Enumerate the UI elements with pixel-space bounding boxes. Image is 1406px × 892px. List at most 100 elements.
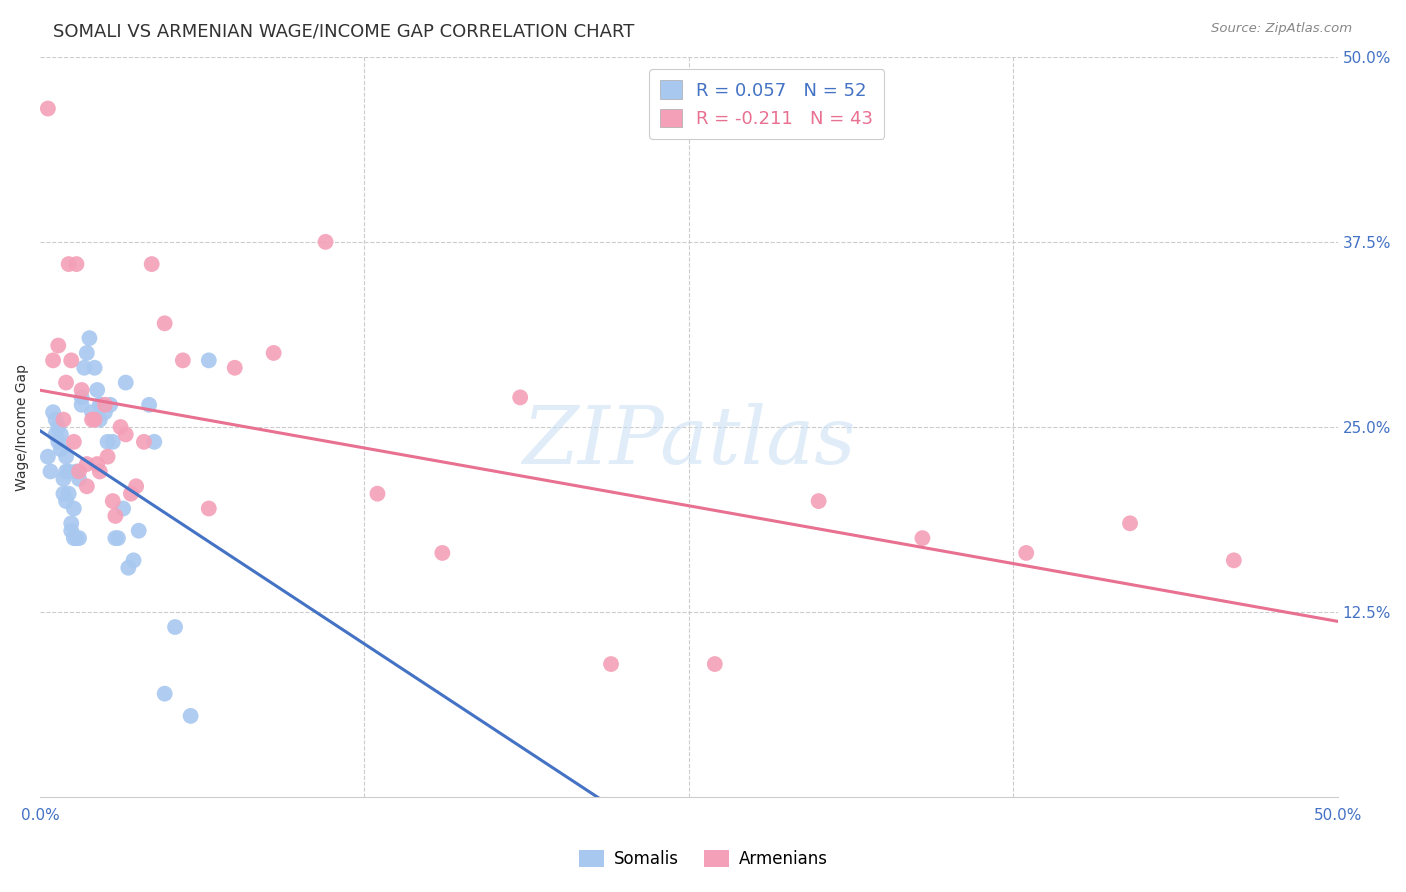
Point — [70, 383, 93, 397]
Text: SOMALI VS ARMENIAN WAGE/INCOME GAP CORRELATION CHART: SOMALI VS ARMENIAN WAGE/INCOME GAP CORRE… — [53, 22, 634, 40]
Point — [79, 331, 101, 345]
Point — [46, 338, 69, 352]
Point — [112, 501, 135, 516]
Point — [83, 360, 105, 375]
Point — [172, 353, 194, 368]
Point — [509, 391, 531, 405]
Point — [97, 434, 120, 449]
Point — [91, 398, 114, 412]
Point — [1119, 516, 1142, 531]
Point — [58, 486, 80, 500]
Point — [58, 465, 80, 479]
Point — [60, 516, 83, 531]
Point — [197, 353, 219, 368]
Point — [125, 479, 148, 493]
Point — [141, 257, 163, 271]
Point — [39, 465, 62, 479]
Point — [37, 102, 59, 116]
Point — [67, 472, 90, 486]
Point — [315, 235, 337, 249]
Point — [55, 465, 77, 479]
Point — [128, 524, 150, 538]
Point — [807, 494, 830, 508]
Text: ZIPatlas: ZIPatlas — [522, 403, 856, 481]
Point — [52, 472, 75, 486]
Point — [197, 501, 219, 516]
Point — [63, 531, 86, 545]
Point — [45, 427, 67, 442]
Point — [52, 486, 75, 500]
Point — [89, 465, 111, 479]
Point — [101, 494, 124, 508]
Point — [67, 531, 90, 545]
Point — [911, 531, 934, 545]
Point — [153, 316, 176, 330]
Point — [366, 486, 388, 500]
Point — [63, 434, 86, 449]
Point — [65, 257, 87, 271]
Point — [73, 360, 96, 375]
Point — [65, 531, 87, 545]
Point — [94, 405, 117, 419]
Point — [55, 494, 77, 508]
Point — [1223, 553, 1246, 567]
Point — [46, 434, 69, 449]
Point — [37, 450, 59, 464]
Point — [86, 383, 108, 397]
Point — [80, 412, 103, 426]
Point — [76, 346, 98, 360]
Point — [138, 398, 160, 412]
Point — [60, 353, 83, 368]
Legend: R = 0.057   N = 52, R = -0.211   N = 43: R = 0.057 N = 52, R = -0.211 N = 43 — [650, 70, 884, 139]
Point — [76, 457, 98, 471]
Point — [60, 524, 83, 538]
Point — [63, 501, 86, 516]
Point — [132, 434, 155, 449]
Point — [224, 360, 246, 375]
Point — [83, 412, 105, 426]
Point — [114, 427, 136, 442]
Point — [122, 553, 145, 567]
Point — [104, 531, 127, 545]
Point — [114, 376, 136, 390]
Point — [80, 405, 103, 419]
Point — [180, 709, 202, 723]
Point — [600, 657, 623, 671]
Point — [65, 465, 87, 479]
Point — [117, 560, 139, 574]
Point — [49, 427, 72, 442]
Point — [55, 376, 77, 390]
Point — [58, 257, 80, 271]
Text: Source: ZipAtlas.com: Source: ZipAtlas.com — [1212, 22, 1353, 36]
Point — [70, 398, 93, 412]
Point — [94, 398, 117, 412]
Point — [55, 450, 77, 464]
Point — [42, 353, 65, 368]
Point — [703, 657, 725, 671]
Point — [143, 434, 166, 449]
Point — [153, 687, 176, 701]
Point — [432, 546, 454, 560]
Point — [46, 420, 69, 434]
Point — [107, 531, 129, 545]
Point — [89, 398, 111, 412]
Point — [52, 412, 75, 426]
Point — [263, 346, 285, 360]
Point — [101, 434, 124, 449]
Point — [1015, 546, 1038, 560]
Y-axis label: Wage/Income Gap: Wage/Income Gap — [15, 364, 30, 491]
Point — [104, 508, 127, 523]
Point — [86, 457, 108, 471]
Point — [165, 620, 187, 634]
Point — [70, 391, 93, 405]
Point — [120, 486, 142, 500]
Point — [89, 412, 111, 426]
Point — [42, 405, 65, 419]
Point — [110, 420, 132, 434]
Point — [49, 442, 72, 457]
Point — [67, 465, 90, 479]
Point — [76, 479, 98, 493]
Point — [98, 398, 121, 412]
Point — [45, 412, 67, 426]
Point — [97, 450, 120, 464]
